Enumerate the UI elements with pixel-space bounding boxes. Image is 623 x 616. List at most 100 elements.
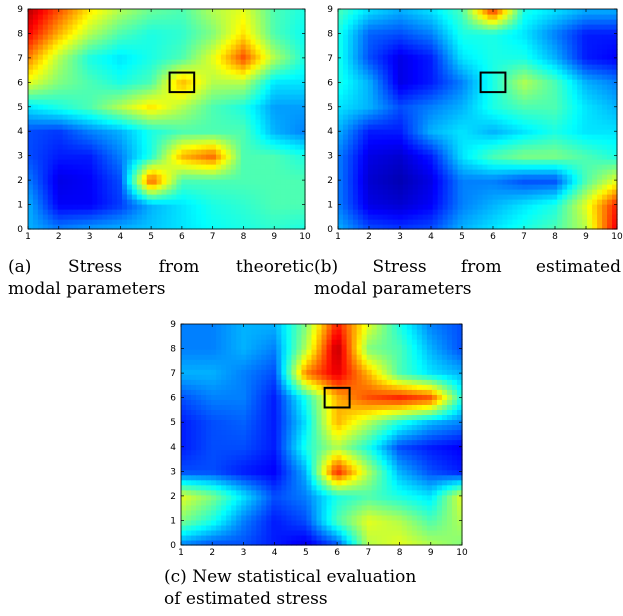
heatmap-cell: [206, 69, 212, 75]
heatmap-cell: [131, 39, 138, 45]
heatmap-cell: [151, 134, 158, 140]
heatmap-cell: [382, 74, 389, 80]
heatmap-cell: [567, 64, 573, 70]
heatmap-cell: [82, 219, 88, 225]
heatmap-cell: [402, 154, 409, 160]
heatmap-cell: [338, 174, 344, 180]
heatmap-cell: [211, 119, 217, 125]
heatmap-cell: [472, 154, 479, 160]
heatmap-cell: [255, 224, 262, 230]
heatmap-cell: [97, 224, 103, 230]
heatmap-cell: [597, 109, 603, 115]
heatmap-cell: [397, 74, 404, 80]
heatmap-cell: [427, 84, 434, 90]
heatmap-cell: [275, 84, 281, 90]
heatmap-cell: [67, 24, 74, 30]
heatmap-cell: [452, 124, 459, 130]
heatmap-cell: [612, 114, 618, 120]
heatmap-cell: [201, 139, 207, 145]
heatmap-cell: [402, 184, 409, 190]
heatmap-cell: [42, 194, 49, 200]
heatmap-cell: [472, 169, 479, 175]
heatmap-cell: [107, 14, 113, 20]
heatmap-cell: [482, 114, 489, 120]
heatmap-cell: [597, 204, 603, 210]
heatmap-cell: [527, 94, 533, 100]
heatmap-cell: [260, 59, 267, 65]
heatmap-cell: [32, 224, 39, 230]
heatmap-cell: [285, 29, 291, 35]
heatmap-cell: [482, 149, 489, 155]
heatmap-cell: [522, 149, 528, 155]
heatmap-cell: [62, 44, 69, 50]
heatmap-cell: [397, 84, 404, 90]
heatmap-cell: [255, 29, 262, 35]
heatmap-cell: [166, 179, 173, 185]
heatmap-cell: [562, 99, 568, 105]
heatmap-cell: [270, 109, 276, 115]
heatmap-cell: [235, 219, 242, 225]
heatmap-cell: [467, 64, 474, 70]
heatmap-cell: [582, 14, 588, 20]
heatmap-cell: [196, 39, 202, 45]
heatmap-cell: [477, 99, 484, 105]
heatmap-cell: [225, 49, 232, 55]
heatmap-cell: [67, 9, 74, 15]
heatmap-cell: [181, 79, 187, 85]
heatmap-cell: [387, 134, 394, 140]
heatmap-cell: [32, 169, 39, 175]
heatmap-cell: [542, 74, 548, 80]
heatmap-cell: [161, 164, 168, 170]
heatmap-cell: [87, 214, 93, 220]
heatmap-cell: [432, 89, 439, 95]
heatmap-cell: [497, 119, 504, 125]
heatmap-cell: [186, 189, 192, 195]
heatmap-cell: [196, 109, 202, 115]
heatmap-cell: [62, 169, 69, 175]
heatmap-cell: [402, 19, 409, 25]
heatmap-cell: [117, 34, 123, 40]
heatmap-cell: [547, 189, 553, 195]
heatmap-cell: [602, 59, 608, 65]
heatmap-cell: [487, 84, 494, 90]
heatmap-cell: [487, 134, 494, 140]
heatmap-cell: [250, 54, 257, 60]
heatmap-cell: [537, 199, 543, 205]
heatmap-cell: [462, 189, 469, 195]
heatmap-cell: [37, 149, 44, 155]
heatmap-cell: [300, 14, 306, 20]
heatmap-cell: [265, 34, 271, 40]
heatmap-cell: [136, 44, 143, 50]
heatmap-cell: [240, 79, 247, 85]
highlight-box-a: [168, 71, 196, 94]
heatmap-cell: [206, 34, 212, 40]
heatmap-cell: [467, 9, 474, 15]
heatmap-cell: [497, 49, 504, 55]
heatmap-cell: [432, 144, 439, 150]
heatmap-cell: [537, 149, 543, 155]
heatmap-cell: [592, 54, 598, 60]
heatmap-cell: [572, 209, 578, 215]
heatmap-cell: [607, 44, 613, 50]
heatmap-cell: [87, 84, 93, 90]
heatmap-cell: [107, 79, 113, 85]
heatmap-cell: [602, 174, 608, 180]
heatmap-cell: [42, 94, 49, 100]
heatmap-cell: [235, 129, 242, 135]
heatmap-cell: [382, 179, 389, 185]
heatmap-cell: [467, 129, 474, 135]
heatmap-cell: [417, 79, 424, 85]
heatmap-cell: [537, 44, 543, 50]
heatmap-cell: [250, 24, 257, 30]
heatmap-cell: [532, 119, 538, 125]
heatmap-cell: [612, 149, 618, 155]
heatmap-cell: [245, 19, 252, 25]
heatmap-cell: [467, 144, 474, 150]
heatmap-cell: [342, 179, 349, 185]
heatmap-cell: [512, 219, 518, 225]
heatmap-cell: [547, 174, 553, 180]
heatmap-cell: [166, 24, 173, 30]
heatmap-cell: [472, 19, 479, 25]
heatmap-cell: [206, 179, 212, 185]
